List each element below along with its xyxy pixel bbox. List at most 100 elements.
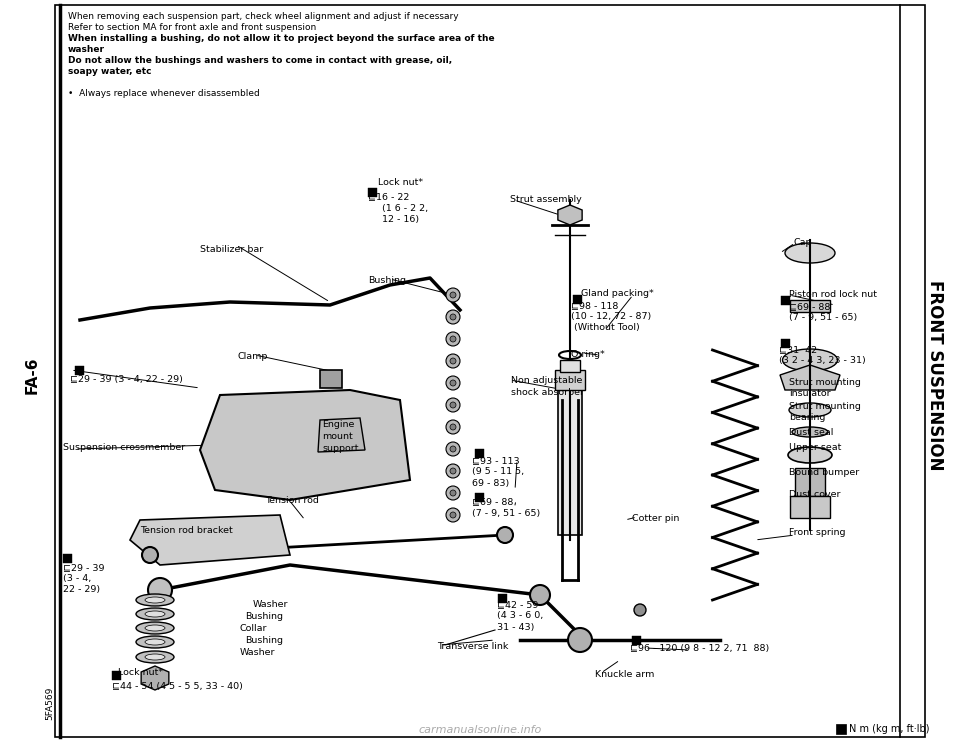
- Bar: [781, 338, 790, 347]
- Text: Transverse link: Transverse link: [437, 642, 509, 651]
- Text: bearing: bearing: [789, 413, 826, 422]
- Text: carmanualsonline.info: carmanualsonline.info: [419, 725, 541, 735]
- Text: ⊑29 - 39: ⊑29 - 39: [63, 563, 105, 572]
- Text: N m (kg m, ft·lb): N m (kg m, ft·lb): [849, 724, 929, 734]
- Bar: [75, 366, 84, 375]
- Bar: [781, 295, 790, 304]
- Text: Dust cover: Dust cover: [789, 490, 841, 499]
- Bar: [475, 493, 484, 502]
- Circle shape: [148, 578, 172, 602]
- Ellipse shape: [136, 622, 174, 634]
- Text: Strut mounting: Strut mounting: [789, 378, 861, 387]
- Ellipse shape: [136, 651, 174, 663]
- Text: ⊑42 - 59: ⊑42 - 59: [497, 600, 539, 609]
- Text: insulator: insulator: [789, 389, 830, 398]
- Circle shape: [530, 585, 550, 605]
- Circle shape: [446, 420, 460, 434]
- Bar: [555, 370, 585, 390]
- Text: Stabilizer bar: Stabilizer bar: [200, 245, 263, 254]
- Text: Clamp: Clamp: [238, 352, 269, 361]
- Text: Bound bumper: Bound bumper: [789, 468, 859, 477]
- Bar: [475, 448, 484, 458]
- Text: Lock nut*: Lock nut*: [378, 178, 423, 187]
- Text: Gland packing*: Gland packing*: [581, 289, 654, 298]
- Text: (7 - 9, 51 - 65): (7 - 9, 51 - 65): [472, 509, 540, 518]
- Text: ⊑98 - 118: ⊑98 - 118: [571, 301, 618, 310]
- Polygon shape: [780, 365, 840, 390]
- Text: 31 - 43): 31 - 43): [497, 623, 535, 632]
- Text: Lock nut*: Lock nut*: [118, 668, 163, 677]
- Circle shape: [446, 288, 460, 302]
- Circle shape: [450, 424, 456, 430]
- Circle shape: [446, 508, 460, 522]
- Text: (3 - 4,: (3 - 4,: [63, 574, 91, 583]
- Text: ⊑96 - 120 (9 8 - 12 2, 71  88): ⊑96 - 120 (9 8 - 12 2, 71 88): [630, 644, 769, 653]
- Polygon shape: [318, 418, 365, 452]
- Ellipse shape: [145, 597, 165, 603]
- Polygon shape: [141, 666, 169, 690]
- Ellipse shape: [145, 625, 165, 631]
- Text: Washer: Washer: [253, 600, 289, 609]
- Circle shape: [446, 442, 460, 456]
- Text: support: support: [322, 444, 358, 453]
- Bar: [836, 724, 846, 734]
- Text: ⊑31  42: ⊑31 42: [779, 345, 817, 354]
- Text: Dust seal: Dust seal: [789, 428, 833, 437]
- Text: Bushing: Bushing: [245, 612, 283, 621]
- Polygon shape: [200, 390, 410, 500]
- Text: (9 5 - 11 5,: (9 5 - 11 5,: [472, 467, 524, 476]
- Circle shape: [450, 358, 456, 364]
- Bar: [320, 370, 342, 388]
- Ellipse shape: [136, 608, 174, 620]
- Text: (4 3 - 6 0,: (4 3 - 6 0,: [497, 611, 543, 620]
- Bar: [560, 360, 580, 372]
- Circle shape: [450, 380, 456, 386]
- Circle shape: [446, 332, 460, 346]
- Text: Engine: Engine: [322, 420, 354, 429]
- Text: Non adjustable: Non adjustable: [511, 376, 583, 385]
- Bar: [498, 594, 507, 603]
- Text: Tension rod: Tension rod: [265, 496, 319, 505]
- Text: Cotter pin: Cotter pin: [632, 514, 680, 523]
- Text: FRONT SUSPENSION: FRONT SUSPENSION: [926, 280, 944, 470]
- Text: Washer: Washer: [240, 648, 276, 657]
- Text: soapy water, etc: soapy water, etc: [68, 67, 152, 76]
- Circle shape: [450, 402, 456, 408]
- Circle shape: [450, 490, 456, 496]
- Text: When removing each suspension part, check wheel alignment and adjust if necessar: When removing each suspension part, chec…: [68, 12, 459, 21]
- Circle shape: [568, 628, 592, 652]
- Text: (10 - 12, 72 - 87): (10 - 12, 72 - 87): [571, 312, 651, 321]
- Bar: [790, 300, 830, 312]
- Polygon shape: [130, 515, 290, 565]
- Text: Strut mounting: Strut mounting: [789, 402, 861, 411]
- Ellipse shape: [785, 243, 835, 263]
- Polygon shape: [558, 205, 582, 225]
- Bar: [368, 188, 377, 197]
- Bar: [558, 390, 582, 535]
- Ellipse shape: [136, 594, 174, 606]
- Circle shape: [446, 486, 460, 500]
- Text: ⊑69 - 88: ⊑69 - 88: [789, 302, 830, 311]
- Ellipse shape: [789, 403, 831, 417]
- Text: 22 - 29): 22 - 29): [63, 585, 100, 594]
- Circle shape: [450, 336, 456, 342]
- Text: 5FA569: 5FA569: [45, 686, 55, 720]
- Bar: [795, 468, 825, 496]
- Circle shape: [450, 446, 456, 452]
- Circle shape: [446, 398, 460, 412]
- Bar: [790, 496, 830, 518]
- Circle shape: [450, 292, 456, 298]
- Text: ⊑93 - 113: ⊑93 - 113: [472, 456, 519, 465]
- Text: Tension rod bracket: Tension rod bracket: [140, 526, 232, 535]
- Circle shape: [450, 512, 456, 518]
- Ellipse shape: [792, 427, 828, 437]
- Text: Do not allow the bushings and washers to come in contact with grease, oil,: Do not allow the bushings and washers to…: [68, 56, 452, 65]
- Text: 69 - 83): 69 - 83): [472, 479, 509, 488]
- Text: Bushing: Bushing: [245, 636, 283, 645]
- Text: mount: mount: [322, 432, 352, 441]
- Circle shape: [446, 310, 460, 324]
- Circle shape: [446, 376, 460, 390]
- Ellipse shape: [145, 639, 165, 645]
- Text: 12 - 16): 12 - 16): [382, 215, 420, 224]
- Text: Cap: Cap: [794, 238, 812, 247]
